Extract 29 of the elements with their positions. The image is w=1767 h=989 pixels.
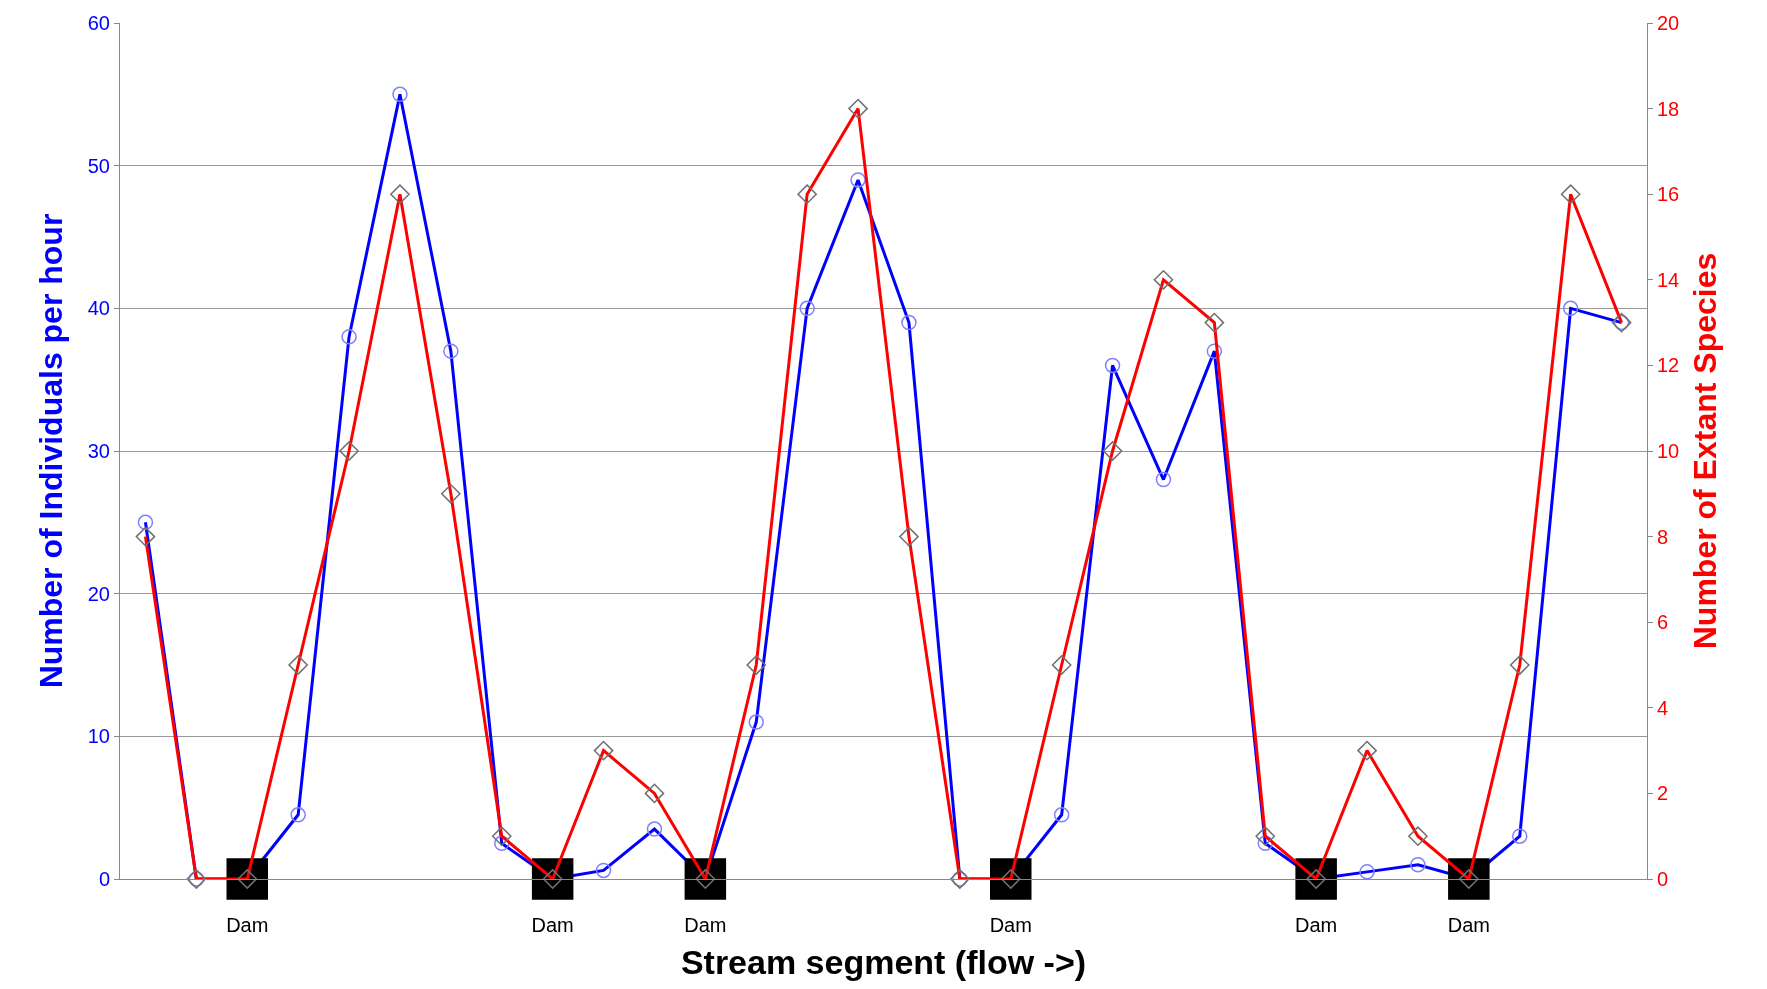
y2-tick-label: 6	[1657, 611, 1669, 634]
y-tick-label: 60	[87, 12, 110, 34]
y2-tick-label: 20	[1657, 12, 1680, 34]
y2-tick-label: 4	[1657, 696, 1669, 719]
x-tick-label: Dam	[1447, 914, 1490, 936]
y2-tick-label: 0	[1657, 868, 1669, 890]
y-tick-label: 20	[87, 582, 110, 605]
y2-tick-label: 16	[1657, 183, 1680, 206]
y2-axis-title: Number of Extant Species	[1687, 252, 1724, 650]
y-tick-label: 50	[87, 154, 110, 177]
y-tick-label: 10	[87, 725, 110, 748]
x-tick-label: Dam	[226, 914, 269, 936]
y2-tick-label: 12	[1657, 354, 1680, 377]
y-tick-label: 40	[87, 297, 110, 320]
y2-tick-label: 2	[1657, 782, 1669, 805]
point	[226, 858, 268, 900]
x-tick-label: Dam	[989, 914, 1032, 936]
y2-tick-label: 8	[1657, 525, 1669, 548]
x-tick-label: Dam	[684, 914, 727, 936]
y2-tick-label: 10	[1657, 440, 1680, 462]
x-tick-label: Dam	[1295, 914, 1338, 936]
y2-tick-label: 18	[1657, 97, 1680, 120]
y-tick-label: 0	[98, 868, 110, 890]
x-tick-label: Dam	[531, 914, 574, 936]
y2-tick-label: 14	[1657, 268, 1680, 291]
x-axis-title: Stream segment (flow ->)	[680, 943, 1087, 982]
y-axis-title: Number of Individuals per hour	[33, 213, 70, 689]
y-tick-label: 30	[87, 440, 110, 462]
point	[990, 858, 1032, 900]
